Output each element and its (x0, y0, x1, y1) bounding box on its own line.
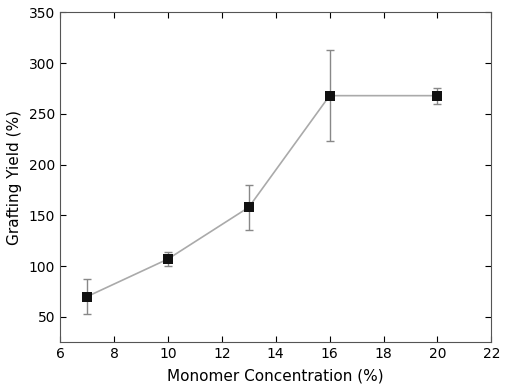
Point (245, 204, 253, 210)
Point (325, 92, 334, 99)
Point (164, 256, 172, 262)
X-axis label: Monomer Concentration (%): Monomer Concentration (%) (167, 368, 384, 383)
Point (433, 92, 442, 99)
Point (83, 293, 91, 300)
Y-axis label: Grafting Yield (%): Grafting Yield (%) (7, 110, 22, 245)
